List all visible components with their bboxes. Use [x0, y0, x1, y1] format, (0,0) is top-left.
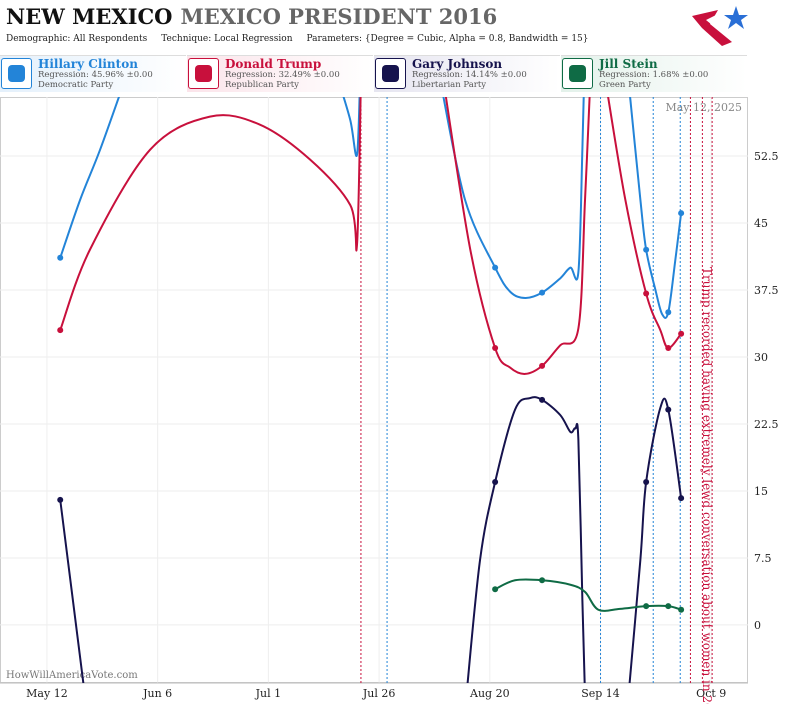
- legend-name: Gary Johnson: [412, 57, 503, 71]
- logo: [692, 6, 748, 46]
- poll-point: [665, 345, 672, 352]
- legend-entry: Jill Stein Regression: 1.68% ±0.00 Green P…: [561, 55, 747, 92]
- demographic: Demographic: All Respondents: [6, 34, 148, 44]
- poll-point: [492, 345, 499, 352]
- x-tick-label: Jul 1: [255, 687, 282, 700]
- date-label: May 12, 2025: [665, 101, 742, 114]
- poll-point: [665, 603, 672, 610]
- y-tick-label: 0: [754, 619, 761, 632]
- parameters: Parameters: {Degree = Cubic, Alpha = 0.8…: [306, 34, 589, 44]
- legend-party: Democratic Party: [38, 80, 114, 90]
- poll-point: [643, 246, 650, 253]
- poll-point: [492, 264, 499, 271]
- x-tick-label: Jun 6: [142, 687, 172, 700]
- legend-regression: Regression: 1.68% ±0.00: [599, 70, 709, 80]
- poll-point: [665, 309, 672, 316]
- series-line: [59, 97, 682, 375]
- poll-point: [678, 606, 685, 613]
- y-tick-label: 15: [754, 485, 768, 498]
- series-layer: [57, 97, 685, 683]
- series-line: [494, 578, 682, 612]
- series-line: [59, 396, 683, 683]
- legend-regression: Regression: 14.14% ±0.00: [412, 70, 527, 80]
- watermark: HowWillAmericaVote.com: [6, 670, 138, 681]
- legend-party: Green Party: [599, 80, 651, 90]
- legend-regression: Regression: 45.96% ±0.00: [38, 70, 153, 80]
- legend-entry: Hillary Clinton Regression: 45.96% ±0.00 D…: [0, 55, 186, 92]
- title: MEXICO PRESIDENT 2016: [180, 4, 498, 29]
- poll-point: [57, 496, 64, 503]
- poll-point: [539, 362, 546, 369]
- poll-point: [678, 210, 685, 217]
- legend-entry: Gary Johnson Regression: 14.14% ±0.00 Libe…: [374, 55, 560, 92]
- poll-point: [539, 289, 546, 296]
- poll-point: [57, 254, 64, 261]
- legend-name: Hillary Clinton: [38, 57, 138, 71]
- legend-icon: [188, 58, 219, 89]
- y-tick-label: 30: [754, 351, 768, 364]
- legend-party: Republican Party: [225, 80, 299, 90]
- legend-name: Jill Stein: [599, 57, 658, 71]
- poll-point: [643, 603, 650, 610]
- poll-point: [539, 396, 546, 403]
- poll-point: [643, 479, 650, 486]
- legend-icon: [562, 58, 593, 89]
- x-tick-label: Jul 26: [362, 687, 396, 700]
- y-tick-label: 7.5: [754, 552, 772, 565]
- legend-entry: Donald Trump Regression: 32.49% ±0.00 Repu…: [187, 55, 373, 92]
- poll-point: [643, 290, 650, 297]
- legend-party: Libertarian Party: [412, 80, 487, 90]
- poll-point: [539, 577, 546, 584]
- plot-frame: [0, 97, 748, 683]
- y-tick-label: 45: [754, 217, 768, 230]
- poll-point: [492, 586, 499, 593]
- series-line: [59, 97, 683, 319]
- legend-regression: Regression: 32.49% ±0.00: [225, 70, 340, 80]
- y-tick-label: 37.5: [754, 284, 779, 297]
- poll-point: [57, 327, 64, 334]
- poll-point: [678, 330, 685, 337]
- poll-point: [678, 495, 685, 502]
- poll-point: [665, 406, 672, 413]
- legend-name: Donald Trump: [225, 57, 322, 71]
- header: NEW MEXICO MEXICO PRESIDENT 2016: [6, 4, 497, 29]
- state: NEW MEXICO: [6, 4, 173, 29]
- y-tick-label: 22.5: [754, 418, 779, 431]
- x-tick-label: Aug 20: [469, 687, 510, 700]
- subtitle: Demographic: All Respondents Technique: L…: [6, 34, 603, 44]
- technique: Technique: Local Regression: [161, 34, 293, 44]
- x-tick-label: May 12: [26, 687, 68, 700]
- annotation: Trump recorded having extremely lewd con…: [700, 267, 714, 704]
- y-tick-label: 52.5: [754, 150, 779, 163]
- legend-icon: [375, 58, 406, 89]
- legend-icon: [1, 58, 32, 89]
- poll-point: [492, 479, 499, 486]
- x-tick-label: Oct 9: [696, 687, 726, 700]
- x-tick-label: Sep 14: [581, 687, 620, 700]
